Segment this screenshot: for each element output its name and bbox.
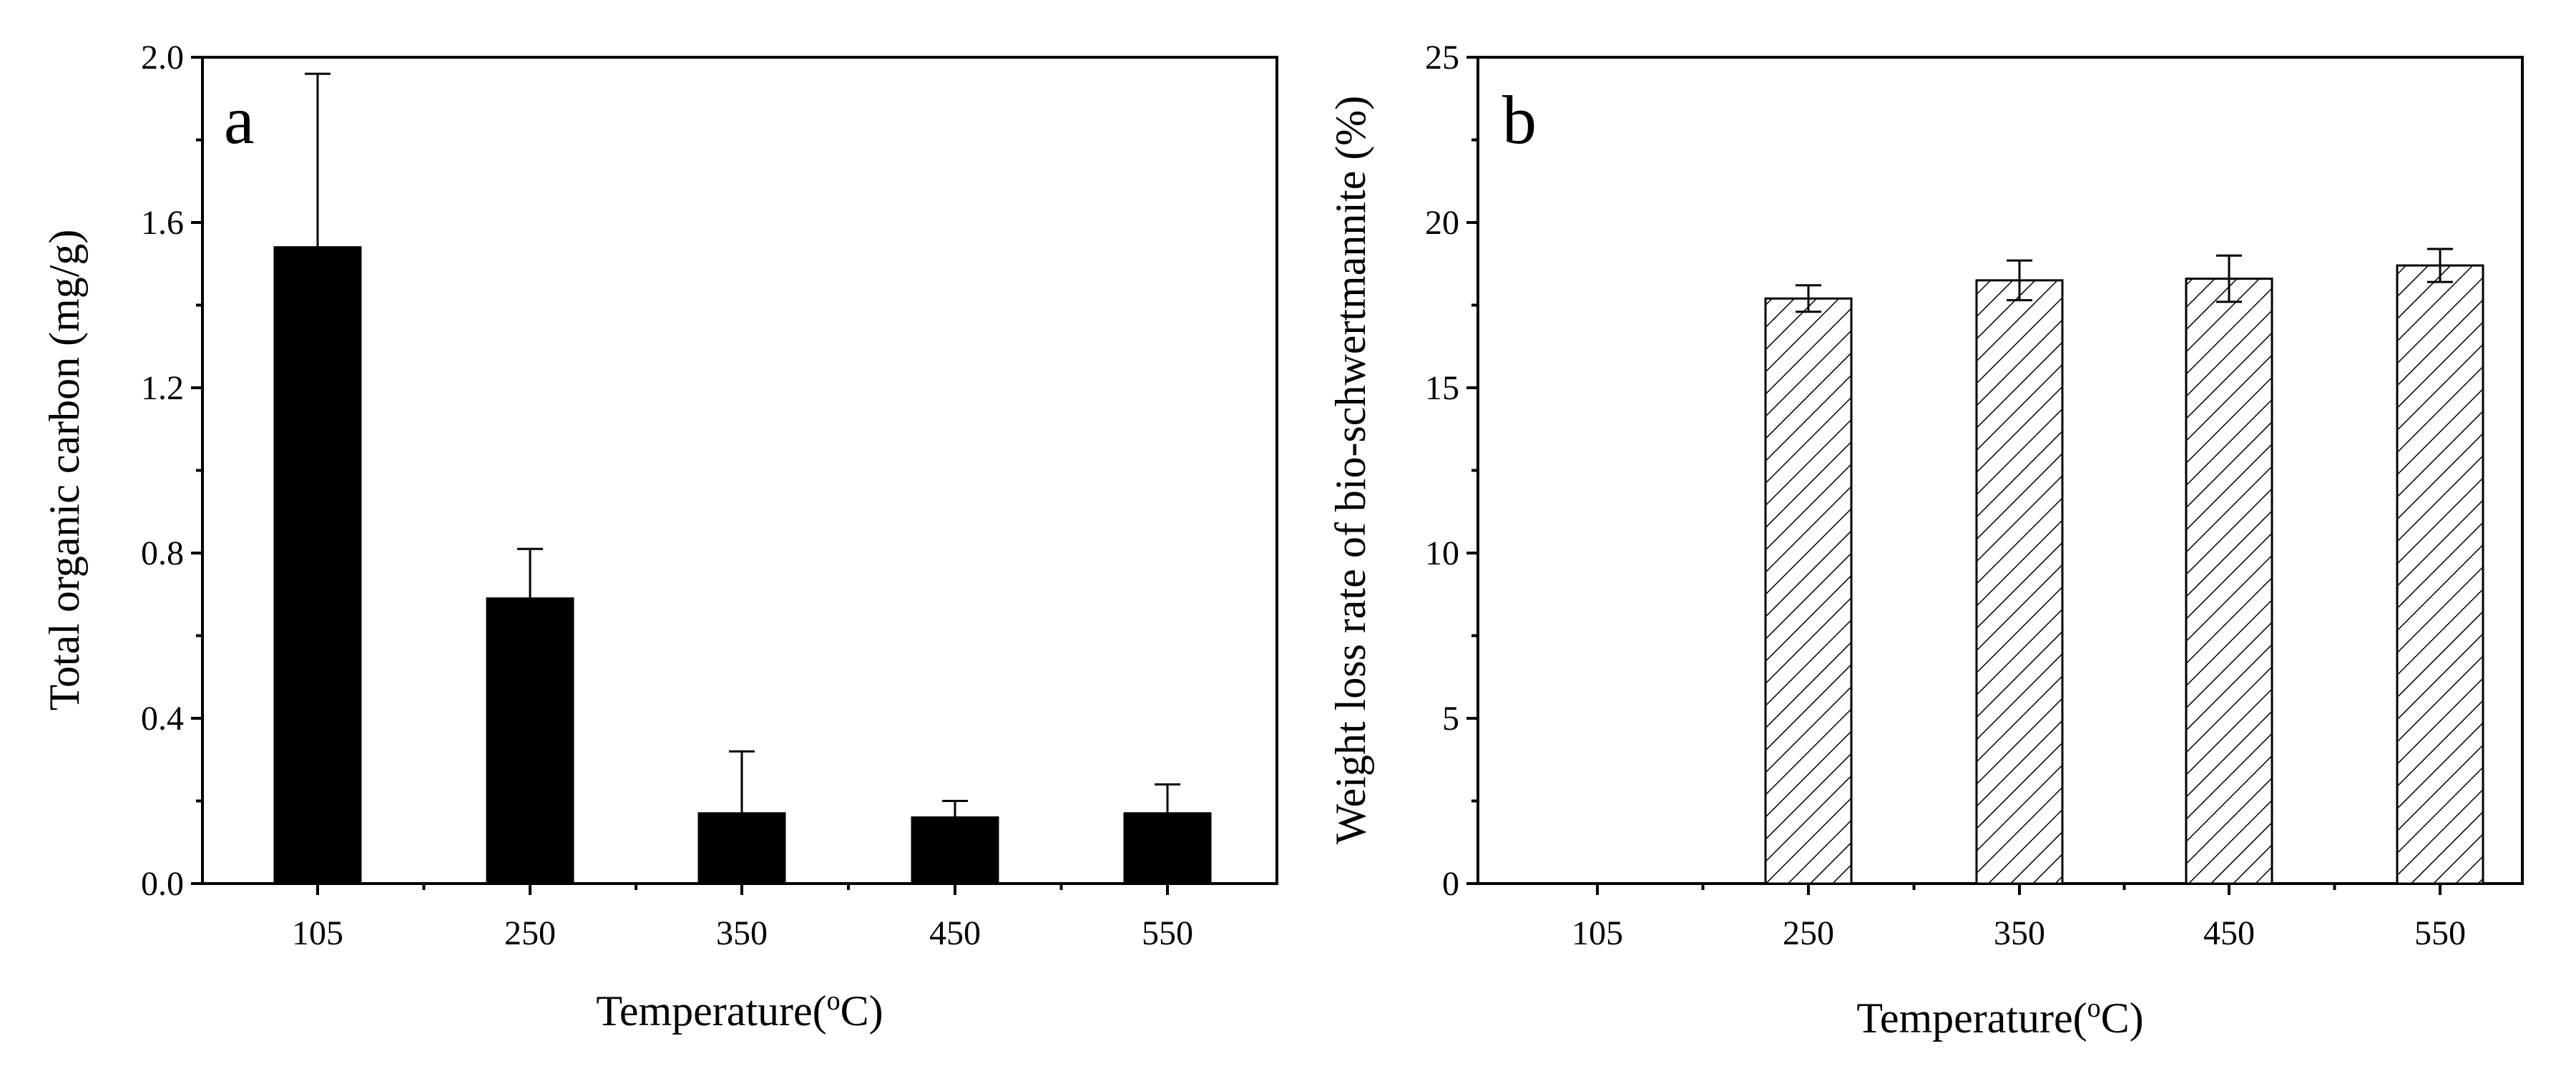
x-tick-label: 250 xyxy=(1783,914,1834,952)
y-tick-label: 0.0 xyxy=(141,865,184,903)
bar-550 xyxy=(2396,264,2484,885)
x-axis-label-a: Temperature(oC) xyxy=(596,986,883,1035)
y-tick-label: 1.6 xyxy=(141,204,184,242)
bar-450 xyxy=(911,816,999,885)
y-tick-label: 25 xyxy=(1425,39,1459,77)
bar-105 xyxy=(273,246,362,885)
degree-sup-b: o xyxy=(2087,993,2101,1023)
bar-350 xyxy=(1975,279,2064,885)
bars-a xyxy=(273,72,1212,885)
x-tick-label: 350 xyxy=(1994,914,2045,952)
y-tick-label: 20 xyxy=(1425,204,1459,242)
bars-b xyxy=(1764,248,2484,885)
x-tick-label: 550 xyxy=(2414,914,2466,952)
bar-250 xyxy=(486,597,574,885)
bar-450 xyxy=(2185,278,2273,885)
x-tick-label: 105 xyxy=(1572,914,1623,952)
y-axis-a: 0.0 0.4 0.8 1.2 1.6 2.0 xyxy=(141,39,202,903)
x-tick-label: 250 xyxy=(504,914,556,952)
x-axis-label-b: Temperature(oC) xyxy=(1856,993,2143,1042)
y-tick-label: 5 xyxy=(1442,700,1459,738)
x-tick-label: 550 xyxy=(1142,914,1193,952)
y-tick-label: 0.4 xyxy=(141,700,184,738)
y-axis-label-b: Weight loss rate of bio-schwertmannite (… xyxy=(1327,96,1374,845)
panel-label-b: b xyxy=(1502,82,1537,158)
y-tick-label: 10 xyxy=(1425,534,1459,572)
y-tick-label: 0 xyxy=(1442,865,1459,903)
panel-a: 0.0 0.4 0.8 1.2 1.6 2.0 105 250 350 450 550 a Tem… xyxy=(41,39,1278,1035)
y-tick-label: 15 xyxy=(1425,369,1459,407)
panel-label-a: a xyxy=(224,82,255,158)
y-axis-label-a: Total organic carbon (mg/g) xyxy=(41,230,88,711)
plot-frame-a xyxy=(201,56,1278,885)
bar-550 xyxy=(1123,812,1212,885)
x-axis-b: 105 250 350 450 550 xyxy=(1572,884,2466,952)
panel-b: 0 5 10 15 20 25 105 250 350 450 550 b Temperature… xyxy=(1327,39,2524,1042)
degree-sup-a: o xyxy=(827,986,841,1016)
y-axis-b: 0 5 10 15 20 25 xyxy=(1425,39,1478,903)
x-tick-label: 450 xyxy=(2203,914,2255,952)
x-tick-label: 105 xyxy=(292,914,343,952)
y-tick-label: 0.8 xyxy=(141,534,184,572)
bar-250 xyxy=(1764,297,1853,885)
x-axis-a: 105 250 350 450 550 xyxy=(292,884,1193,952)
x-tick-label: 450 xyxy=(929,914,981,952)
x-tick-label: 350 xyxy=(716,914,768,952)
y-tick-label: 2.0 xyxy=(141,39,184,77)
bar-350 xyxy=(697,812,786,885)
y-tick-label: 1.2 xyxy=(141,369,184,407)
